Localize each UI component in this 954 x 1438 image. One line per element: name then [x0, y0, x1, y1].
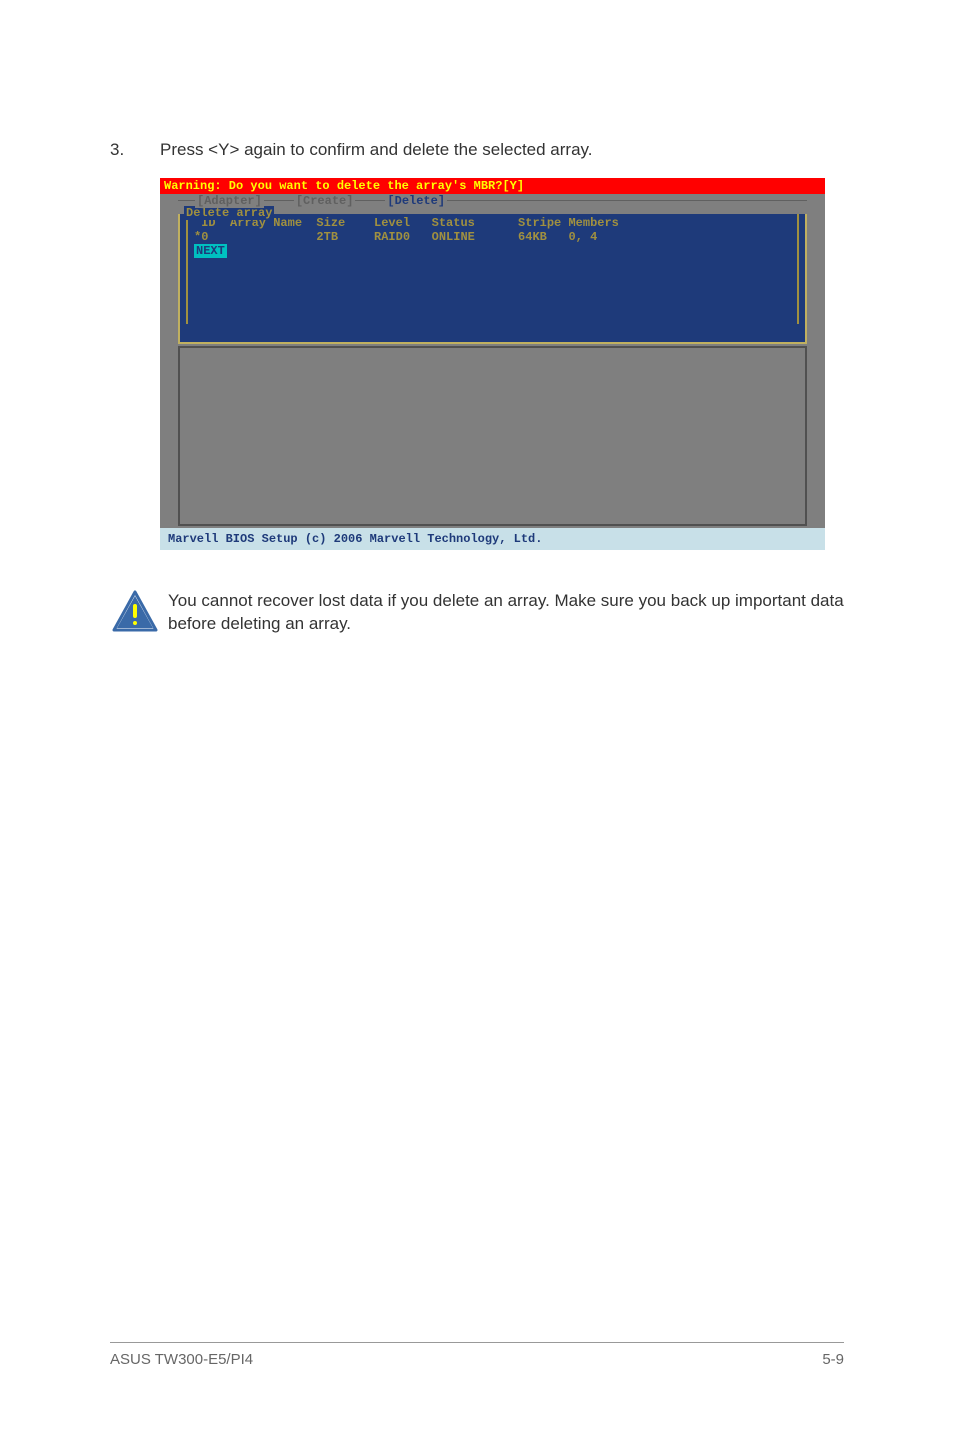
- caution-icon: [110, 590, 168, 634]
- footer-page: 5-9: [822, 1351, 844, 1368]
- panel-header: ID Array Name Size Level Status Stripe M…: [194, 216, 791, 230]
- tab-delete[interactable]: [Delete]: [385, 194, 447, 208]
- instruction-number: 3.: [110, 140, 160, 160]
- panel-row: *0 2TB RAID0 ONLINE 64KB 0, 4: [194, 230, 791, 244]
- panel-title: Delete array: [184, 206, 274, 220]
- tab-adapter[interactable]: [Adapter]: [195, 194, 264, 208]
- page-footer: ASUS TW300-E5/PI4 5-9: [110, 1342, 844, 1368]
- tabs-line: [178, 200, 807, 201]
- panel-inner: ID Array Name Size Level Status Stripe M…: [186, 214, 799, 324]
- caution-notice: You cannot recover lost data if you dele…: [110, 590, 954, 636]
- bios-warning: Warning: Do you want to delete the array…: [160, 178, 825, 194]
- bios-lower-panel: [178, 346, 807, 526]
- next-button[interactable]: NEXT: [194, 244, 227, 258]
- bios-tabs: [Adapter] [Create] [Delete]: [160, 194, 825, 208]
- footer-product: ASUS TW300-E5/PI4: [110, 1351, 253, 1368]
- caution-text: You cannot recover lost data if you dele…: [168, 590, 954, 636]
- delete-array-panel: Delete array ID Array Name Size Level St…: [178, 214, 807, 344]
- instruction-line: 3. Press <Y> again to confirm and delete…: [110, 140, 844, 160]
- bios-window: Warning: Do you want to delete the array…: [160, 178, 825, 550]
- instruction-text: Press <Y> again to confirm and delete th…: [160, 140, 593, 160]
- bios-footer: Marvell BIOS Setup (c) 2006 Marvell Tech…: [160, 528, 825, 550]
- tab-create[interactable]: [Create]: [294, 194, 356, 208]
